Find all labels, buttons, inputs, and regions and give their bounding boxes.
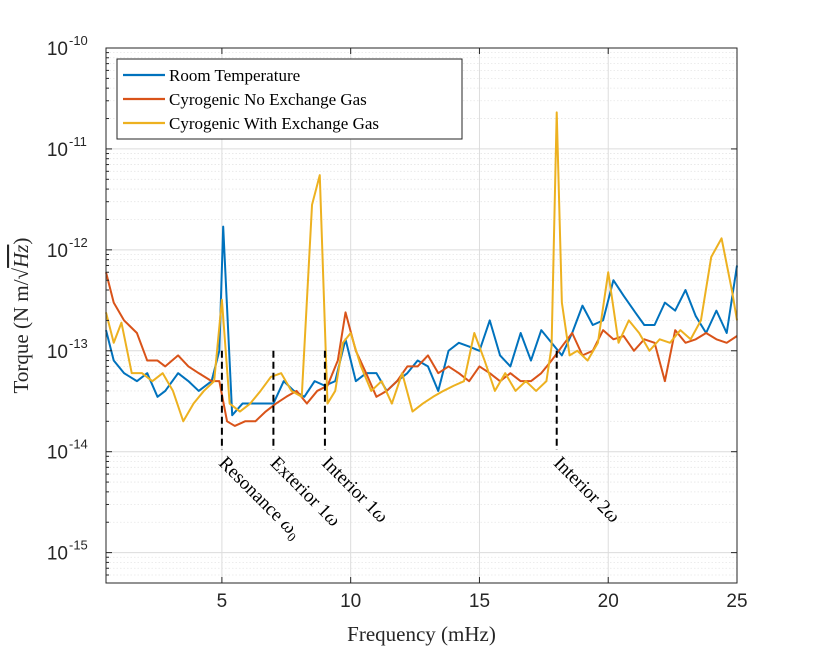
legend-label-1: Room Temperature [169, 66, 300, 85]
y-tick-label: 10 [47, 443, 68, 464]
x-tick-label: 15 [469, 591, 490, 612]
grid [106, 47, 738, 583]
y-axis-label-radicand: Hz [9, 245, 33, 269]
series-line-3 [105, 111, 738, 423]
y-tick-label: 10 [47, 241, 68, 262]
y-axis-label-root: √ [9, 267, 33, 279]
svg-text:Torque (N m/√Hz): Torque (N m/√Hz) [9, 238, 33, 394]
x-tick-label: 5 [217, 591, 228, 612]
y-tick-label: 10 [47, 544, 68, 565]
y-tick-label-exponent: -12 [69, 235, 88, 250]
plot-frame [105, 47, 738, 584]
series-layer [105, 111, 738, 427]
x-tick-label: 25 [726, 591, 747, 612]
legend-box [116, 58, 463, 140]
y-axis-label: Torque (N m/√Hz) [9, 238, 33, 394]
x-tick-label: 10 [340, 591, 361, 612]
y-axis-label-prefix: Torque (N m/ [9, 279, 33, 393]
y-tick-label-exponent: -13 [69, 336, 88, 351]
y-axis-label-suffix: ) [9, 238, 33, 245]
y-tick-label: 10 [47, 140, 68, 161]
y-tick-label-exponent: -10 [69, 33, 88, 48]
x-axis-label: Frequency (mHz) [347, 622, 496, 646]
legend-label-2: Cyrogenic No Exchange Gas [169, 90, 367, 109]
legend: Room Temperature Cyrogenic No Exchange Ga… [116, 58, 463, 140]
y-tick-label: 10 [47, 39, 68, 60]
y-tick-label: 10 [47, 342, 68, 363]
x-tick-label: 20 [598, 591, 619, 612]
y-tick-label-exponent: -14 [69, 437, 88, 452]
y-tick-label-exponent: -11 [69, 134, 87, 149]
y-tick-label-exponent: -15 [69, 538, 88, 553]
legend-label-3: Cyrogenic With Exchange Gas [169, 114, 379, 133]
